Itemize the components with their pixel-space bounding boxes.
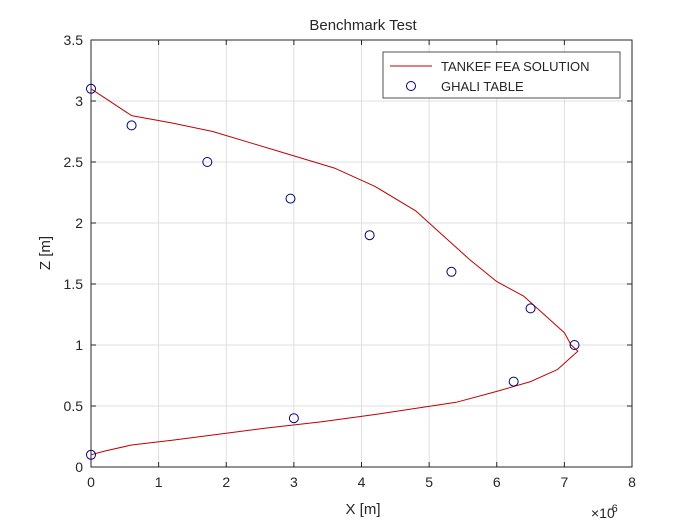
x-tick-label: 8: [628, 474, 636, 490]
y-tick-label: 3: [75, 93, 83, 109]
y-tick-label: 2: [75, 215, 83, 231]
y-tick-label: 2.5: [64, 154, 84, 170]
data-point-ghali: [86, 449, 96, 460]
legend-label-ghali: GHALI TABLE: [441, 79, 524, 94]
x-axis-title: X [m]: [345, 501, 380, 518]
legend-box: [382, 51, 621, 99]
y-tick-label: 0.5: [64, 398, 84, 414]
series: [86, 83, 580, 460]
x-tick-label: 5: [425, 474, 433, 490]
x-tick-label: 7: [560, 474, 568, 490]
data-point-ghali: [525, 303, 536, 314]
legend-swatch-marker: [406, 81, 416, 91]
chart-title: Benchmark Test: [309, 17, 417, 34]
y-tick-labels: 0 0.5 1 1.5 2 2.5 3 3.5: [64, 32, 84, 475]
y-axis-title: Z [m]: [37, 236, 54, 270]
x-tick-label: 2: [222, 474, 230, 490]
data-point-ghali: [285, 193, 296, 204]
data-point-ghali: [202, 157, 213, 167]
x-tick-labels: 0 1 2 3 4 5 6 7 8: [87, 474, 636, 490]
axis-ticks: [90, 39, 633, 468]
x-axis-exponent: ×10 -6: [591, 503, 618, 521]
legend-label-fea: TANKEF FEA SOLUTION: [441, 59, 590, 74]
x-exponent-power: -6: [608, 503, 618, 515]
data-point-ghali: [508, 376, 519, 387]
y-tick-label: 1: [75, 337, 83, 353]
data-point-ghali: [126, 120, 137, 131]
x-tick-label: 6: [493, 474, 501, 490]
x-exponent-base: ×10: [591, 505, 615, 521]
data-point-ghali: [288, 413, 299, 424]
y-tick-label: 0: [75, 459, 83, 475]
data-point-ghali: [569, 340, 580, 350]
series-line-fea: [90, 88, 579, 456]
y-tick-label: 3.5: [64, 32, 84, 48]
data-point-ghali: [364, 230, 375, 241]
x-tick-label: 4: [358, 474, 366, 490]
data-point-ghali: [86, 83, 96, 94]
y-tick-label: 1.5: [64, 276, 84, 292]
data-point-ghali: [446, 266, 457, 277]
grid: [90, 39, 633, 468]
x-tick-label: 3: [290, 474, 298, 490]
legend: TANKEF FEA SOLUTION GHALI TABLE: [382, 51, 621, 99]
x-tick-label: 0: [87, 474, 95, 490]
x-tick-label: 1: [155, 474, 163, 490]
